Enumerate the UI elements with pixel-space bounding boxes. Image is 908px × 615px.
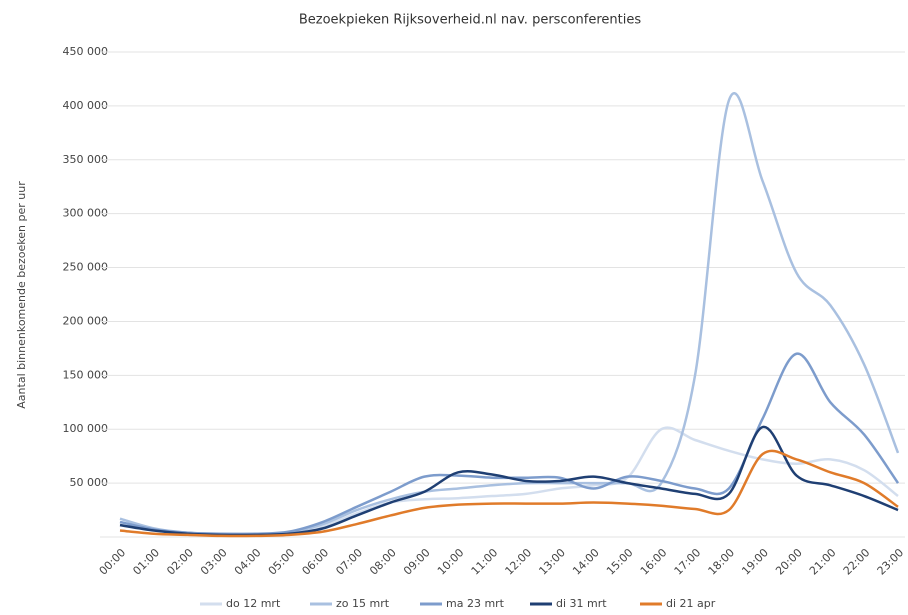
x-tick-label: 07:00 — [333, 546, 365, 578]
y-tick-label: 150 000 — [63, 368, 109, 381]
chart-title: Bezoekpieken Rijksoverheid.nl nav. persc… — [299, 13, 641, 28]
x-tick-label: 20:00 — [773, 546, 805, 578]
y-tick-label: 50 000 — [70, 476, 109, 489]
x-tick-label: 01:00 — [130, 546, 162, 578]
y-tick-label: 450 000 — [63, 45, 109, 58]
legend-label: zo 15 mrt — [336, 597, 390, 610]
x-tick-label: 03:00 — [198, 546, 230, 578]
x-tick-label: 16:00 — [638, 546, 670, 578]
y-tick-label: 250 000 — [63, 261, 109, 274]
legend-label: ma 23 mrt — [446, 597, 505, 610]
legend-label: di 31 mrt — [556, 597, 607, 610]
y-tick-label: 100 000 — [63, 422, 109, 435]
x-tick-label: 17:00 — [672, 546, 704, 578]
x-tick-label: 04:00 — [232, 546, 264, 578]
x-tick-label: 21:00 — [807, 546, 839, 578]
y-tick-label: 300 000 — [63, 207, 109, 220]
legend-label: di 21 apr — [666, 597, 716, 610]
series-line — [119, 449, 899, 538]
series-line — [119, 352, 900, 536]
x-tick-label: 12:00 — [503, 546, 535, 578]
x-tick-label: 22:00 — [841, 546, 873, 578]
x-tick-label: 15:00 — [604, 546, 636, 578]
x-tick-label: 06:00 — [300, 546, 332, 578]
series-line — [119, 426, 899, 536]
x-tick-label: 05:00 — [266, 546, 298, 578]
y-axis-title: Aantal binnenkomende bezoeken per uur — [15, 181, 28, 409]
y-tick-label: 200 000 — [63, 314, 109, 327]
y-tick-label: 350 000 — [63, 153, 109, 166]
x-tick-label: 10:00 — [435, 546, 467, 578]
x-tick-label: 18:00 — [706, 546, 738, 578]
x-tick-label: 09:00 — [401, 546, 433, 578]
legend-label: do 12 mrt — [226, 597, 281, 610]
x-tick-label: 13:00 — [536, 546, 568, 578]
x-tick-label: 19:00 — [739, 546, 771, 578]
x-tick-label: 11:00 — [469, 546, 501, 578]
series-line — [119, 425, 899, 537]
y-tick-label: 400 000 — [63, 99, 109, 112]
x-tick-label: 08:00 — [367, 546, 399, 578]
x-tick-label: 23:00 — [875, 546, 907, 578]
x-tick-label: 00:00 — [97, 546, 129, 578]
x-tick-label: 14:00 — [570, 546, 602, 578]
x-tick-label: 02:00 — [164, 546, 196, 578]
